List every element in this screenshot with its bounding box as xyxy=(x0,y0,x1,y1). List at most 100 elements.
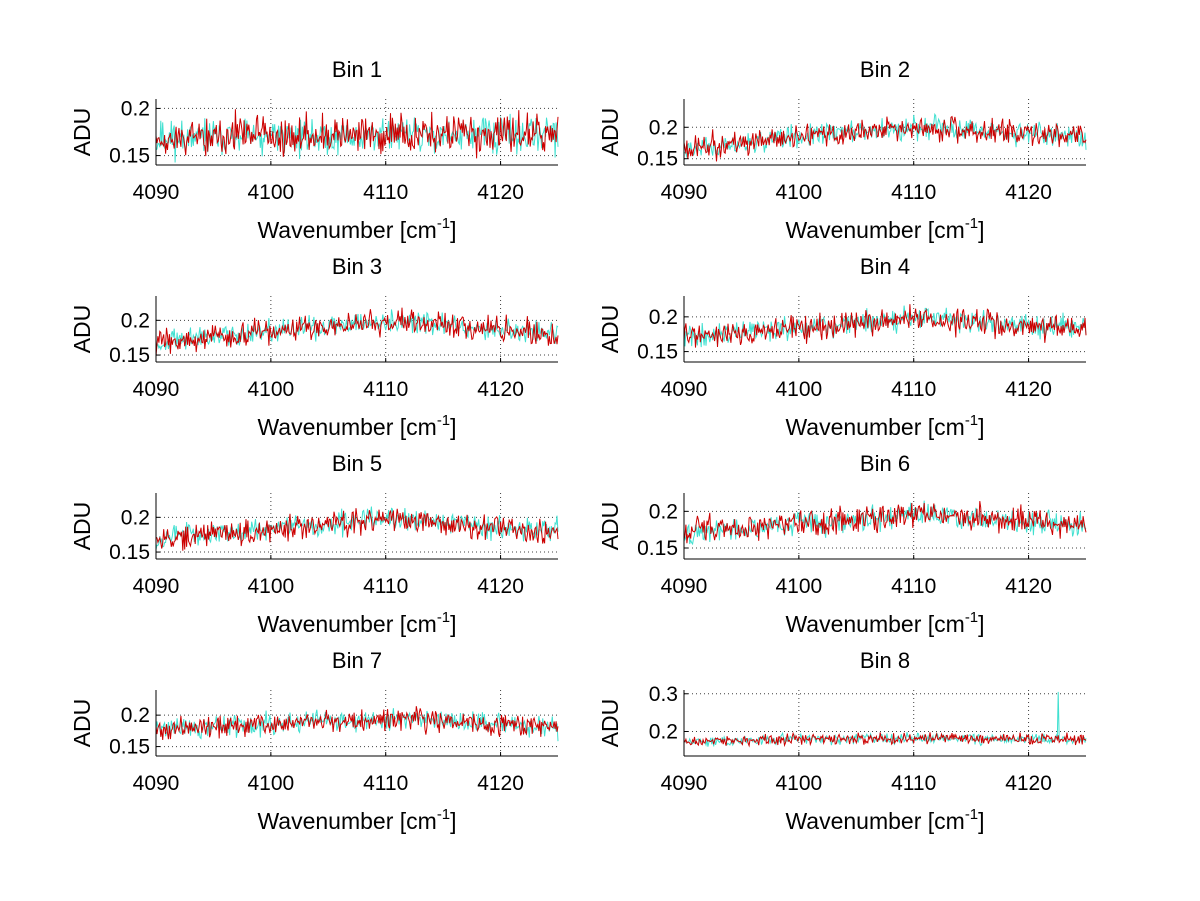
y-tick-label: 0.2 xyxy=(121,97,150,120)
series-measured-line xyxy=(683,115,1087,162)
y-tick-label: 0.2 xyxy=(121,506,150,529)
x-tick-label: 4120 xyxy=(1005,575,1052,598)
subplot-8: 4090 4100 4110 4120 0.2 0.3 Bin 8 ADU Wavenumber… xyxy=(597,648,1087,834)
x-axis-label-main: Wavenumber [cm xyxy=(257,611,436,637)
subplot-title: Bin 3 xyxy=(332,254,382,279)
x-tick-label: 4090 xyxy=(133,378,180,401)
y-tick-label: 0.2 xyxy=(649,306,678,329)
x-tick-label: 4090 xyxy=(133,772,180,795)
y-tick-label: 0.15 xyxy=(637,537,678,560)
x-tick-label: 4120 xyxy=(1005,772,1052,795)
y-tick-label: 0.15 xyxy=(109,145,150,168)
x-axis-label-suffix: ] xyxy=(978,611,984,637)
subplot-title: Bin 1 xyxy=(332,57,382,82)
x-axis-label-suffix: ] xyxy=(450,808,456,834)
series-measured-line xyxy=(155,706,559,740)
x-axis-label-main: Wavenumber [cm xyxy=(257,808,436,834)
x-axis-label-suffix: ] xyxy=(450,414,456,440)
subplot-4: 4090 4100 4110 4120 0.15 0.2 Bin 4 ADU Wavenumbe… xyxy=(597,254,1087,440)
x-axis-label-suffix: ] xyxy=(978,808,984,834)
x-axis-label-superscript: -1 xyxy=(437,412,450,429)
x-axis-label-superscript: -1 xyxy=(437,806,450,823)
y-tick-label: 0.2 xyxy=(649,720,678,743)
x-tick-label: 4120 xyxy=(477,575,524,598)
subplot-title: Bin 4 xyxy=(860,254,910,279)
series-measured-line xyxy=(155,109,559,159)
subplot-title: Bin 6 xyxy=(860,451,910,476)
y-tick-label: 0.2 xyxy=(649,116,678,139)
series-measured-line xyxy=(683,501,1087,544)
subplot-7: 4090 4100 4110 4120 0.15 0.2 Bin 7 ADU Wavenumbe… xyxy=(69,648,559,834)
y-axis-label: ADU xyxy=(69,699,95,748)
subplot-title: Bin 2 xyxy=(860,57,910,82)
series-measured-line xyxy=(683,731,1087,748)
y-tick-label: 0.2 xyxy=(121,704,150,727)
y-tick-label: 0.15 xyxy=(109,344,150,367)
y-axis-label: ADU xyxy=(69,502,95,551)
x-tick-label: 4090 xyxy=(133,181,180,204)
x-axis-label: Wavenumber [cm-1] xyxy=(257,215,456,243)
y-tick-label: 0.2 xyxy=(649,500,678,523)
x-axis-label: Wavenumber [cm-1] xyxy=(257,412,456,440)
series-measured-line xyxy=(155,508,559,551)
subplot-6: 4090 4100 4110 4120 0.15 0.2 Bin 6 ADU Wavenumbe… xyxy=(597,451,1087,637)
x-tick-label: 4120 xyxy=(477,181,524,204)
x-axis-label: Wavenumber [cm-1] xyxy=(785,609,984,637)
x-axis-label-superscript: -1 xyxy=(965,215,978,232)
y-axis-label: ADU xyxy=(69,305,95,354)
series-reference-line xyxy=(155,708,559,742)
x-tick-label: 4090 xyxy=(661,378,708,401)
x-axis-label-main: Wavenumber [cm xyxy=(785,217,964,243)
x-axis-label: Wavenumber [cm-1] xyxy=(785,215,984,243)
y-axis-label: ADU xyxy=(597,108,623,157)
x-axis-label-superscript: -1 xyxy=(437,215,450,232)
y-axis-label: ADU xyxy=(597,305,623,354)
subplot-title: Bin 8 xyxy=(860,648,910,673)
series-measured-line xyxy=(155,307,559,357)
x-tick-label: 4110 xyxy=(891,181,936,204)
x-tick-label: 4110 xyxy=(363,181,408,204)
subplot-title: Bin 5 xyxy=(332,451,382,476)
x-axis-label-suffix: ] xyxy=(450,611,456,637)
series-measured-line xyxy=(683,304,1087,348)
x-axis-label-main: Wavenumber [cm xyxy=(257,217,436,243)
x-axis-label: Wavenumber [cm-1] xyxy=(257,806,456,834)
x-tick-label: 4100 xyxy=(775,181,822,204)
x-axis-label-superscript: -1 xyxy=(965,412,978,429)
x-tick-label: 4090 xyxy=(661,772,708,795)
x-axis-label-main: Wavenumber [cm xyxy=(785,808,964,834)
x-axis-label: Wavenumber [cm-1] xyxy=(785,412,984,440)
x-axis-label-main: Wavenumber [cm xyxy=(257,414,436,440)
x-axis-label-main: Wavenumber [cm xyxy=(785,611,964,637)
x-tick-label: 4100 xyxy=(247,772,294,795)
x-axis-label-suffix: ] xyxy=(450,217,456,243)
x-tick-label: 4090 xyxy=(133,575,180,598)
x-tick-label: 4110 xyxy=(891,378,936,401)
x-tick-label: 4110 xyxy=(891,575,936,598)
x-tick-label: 4090 xyxy=(661,181,708,204)
y-tick-label: 0.15 xyxy=(637,148,678,171)
x-tick-label: 4100 xyxy=(247,181,294,204)
x-tick-label: 4120 xyxy=(1005,181,1052,204)
x-tick-label: 4100 xyxy=(775,378,822,401)
x-tick-label: 4100 xyxy=(247,575,294,598)
x-tick-label: 4100 xyxy=(775,772,822,795)
y-tick-label: 0.3 xyxy=(649,683,678,706)
x-axis-label-superscript: -1 xyxy=(965,806,978,823)
x-tick-label: 4110 xyxy=(363,772,408,795)
subplot-3: 4090 4100 4110 4120 0.15 0.2 Bin 3 ADU Wavenumbe… xyxy=(69,254,559,440)
x-tick-label: 4120 xyxy=(477,772,524,795)
x-axis-label-suffix: ] xyxy=(978,414,984,440)
x-tick-label: 4100 xyxy=(247,378,294,401)
x-axis-label: Wavenumber [cm-1] xyxy=(785,806,984,834)
x-tick-label: 4090 xyxy=(661,575,708,598)
subplot-2: 4090 4100 4110 4120 0.15 0.2 Bin 2 ADU Wavenumbe… xyxy=(597,57,1087,243)
subplot-5: 4090 4100 4110 4120 0.15 0.2 Bin 5 ADU Wavenumbe… xyxy=(69,451,559,637)
subplot-1: 4090 4100 4110 4120 0.15 0.2 Bin 1 ADU Wavenumbe… xyxy=(69,57,559,243)
y-axis-label: ADU xyxy=(597,699,623,748)
series-reference-line xyxy=(683,112,1087,158)
x-axis-label-superscript: -1 xyxy=(437,609,450,626)
y-axis-label: ADU xyxy=(69,108,95,157)
series-reference-line xyxy=(683,691,1087,747)
x-axis-label-main: Wavenumber [cm xyxy=(785,414,964,440)
